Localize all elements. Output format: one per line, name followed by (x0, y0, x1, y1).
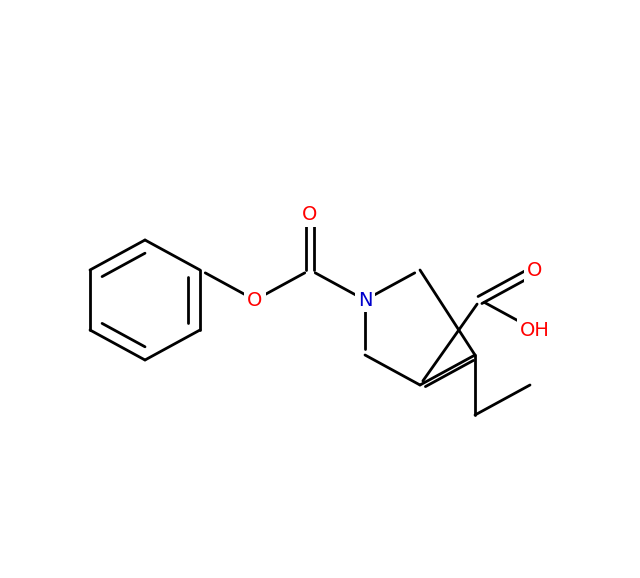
Text: O: O (247, 291, 262, 309)
Text: N: N (358, 291, 372, 309)
Text: O: O (302, 206, 317, 224)
Text: O: O (527, 261, 543, 280)
Text: OH: OH (520, 320, 550, 339)
